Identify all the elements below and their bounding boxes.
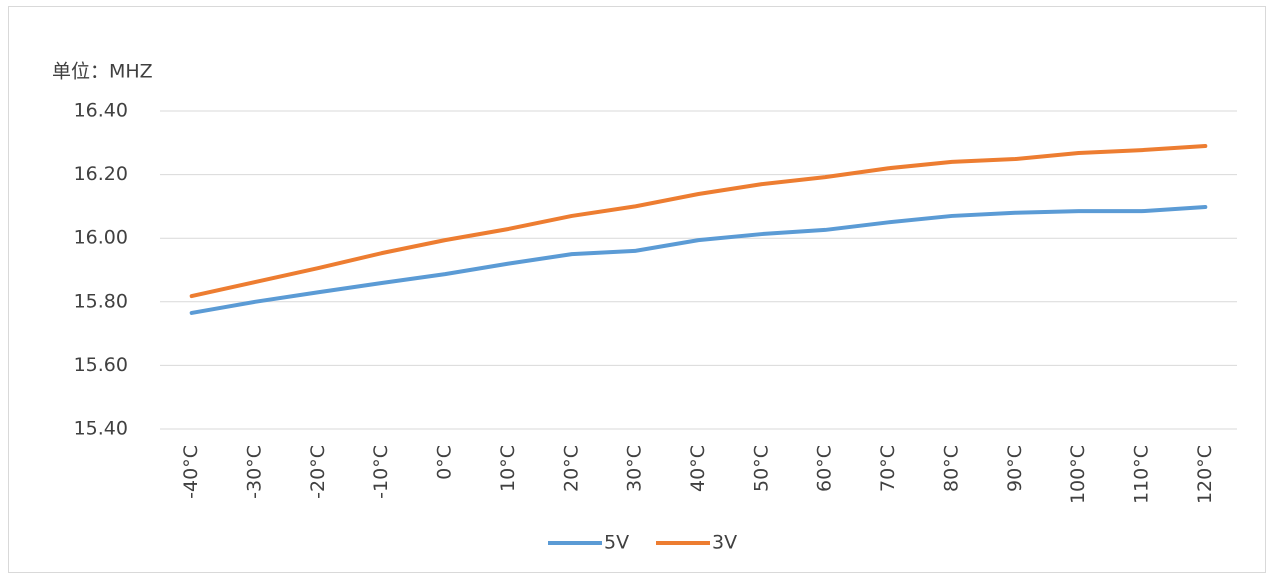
x-tick-label: 90°C <box>1004 445 1026 492</box>
y-tick-label: 15.40 <box>74 418 128 440</box>
y-tick-label: 16.20 <box>74 163 128 185</box>
x-tick-label: -20°C <box>307 445 329 499</box>
y-tick-label: 15.60 <box>74 354 128 376</box>
y-tick-label: 15.80 <box>74 290 128 312</box>
x-tick-label: 40°C <box>687 445 709 492</box>
legend-label: 3V <box>712 532 737 554</box>
x-tick-label: 20°C <box>560 445 582 492</box>
y-tick-label: 16.40 <box>74 100 128 122</box>
y-tick-label: 16.00 <box>74 227 128 249</box>
x-tick-label: 80°C <box>940 445 962 492</box>
line-series <box>189 205 1208 315</box>
legend-label: 5V <box>604 532 629 554</box>
x-tick-label: -40°C <box>180 445 202 499</box>
line-series <box>189 143 1208 299</box>
x-tick-label: 70°C <box>877 445 899 492</box>
x-tick-label: -10°C <box>370 445 392 499</box>
x-tick-label: 30°C <box>624 445 646 492</box>
x-tick-label: 60°C <box>814 445 836 492</box>
x-tick-label: 10°C <box>497 445 519 492</box>
x-tick-label: 100°C <box>1067 445 1089 504</box>
x-tick-label: -30°C <box>244 445 266 499</box>
x-tick-label: 0°C <box>434 445 456 480</box>
y-axis-unit: 单位：MHZ <box>52 61 153 83</box>
x-tick-label: 120°C <box>1194 445 1216 504</box>
x-tick-label: 110°C <box>1130 445 1152 504</box>
x-tick-label: 50°C <box>750 445 772 492</box>
